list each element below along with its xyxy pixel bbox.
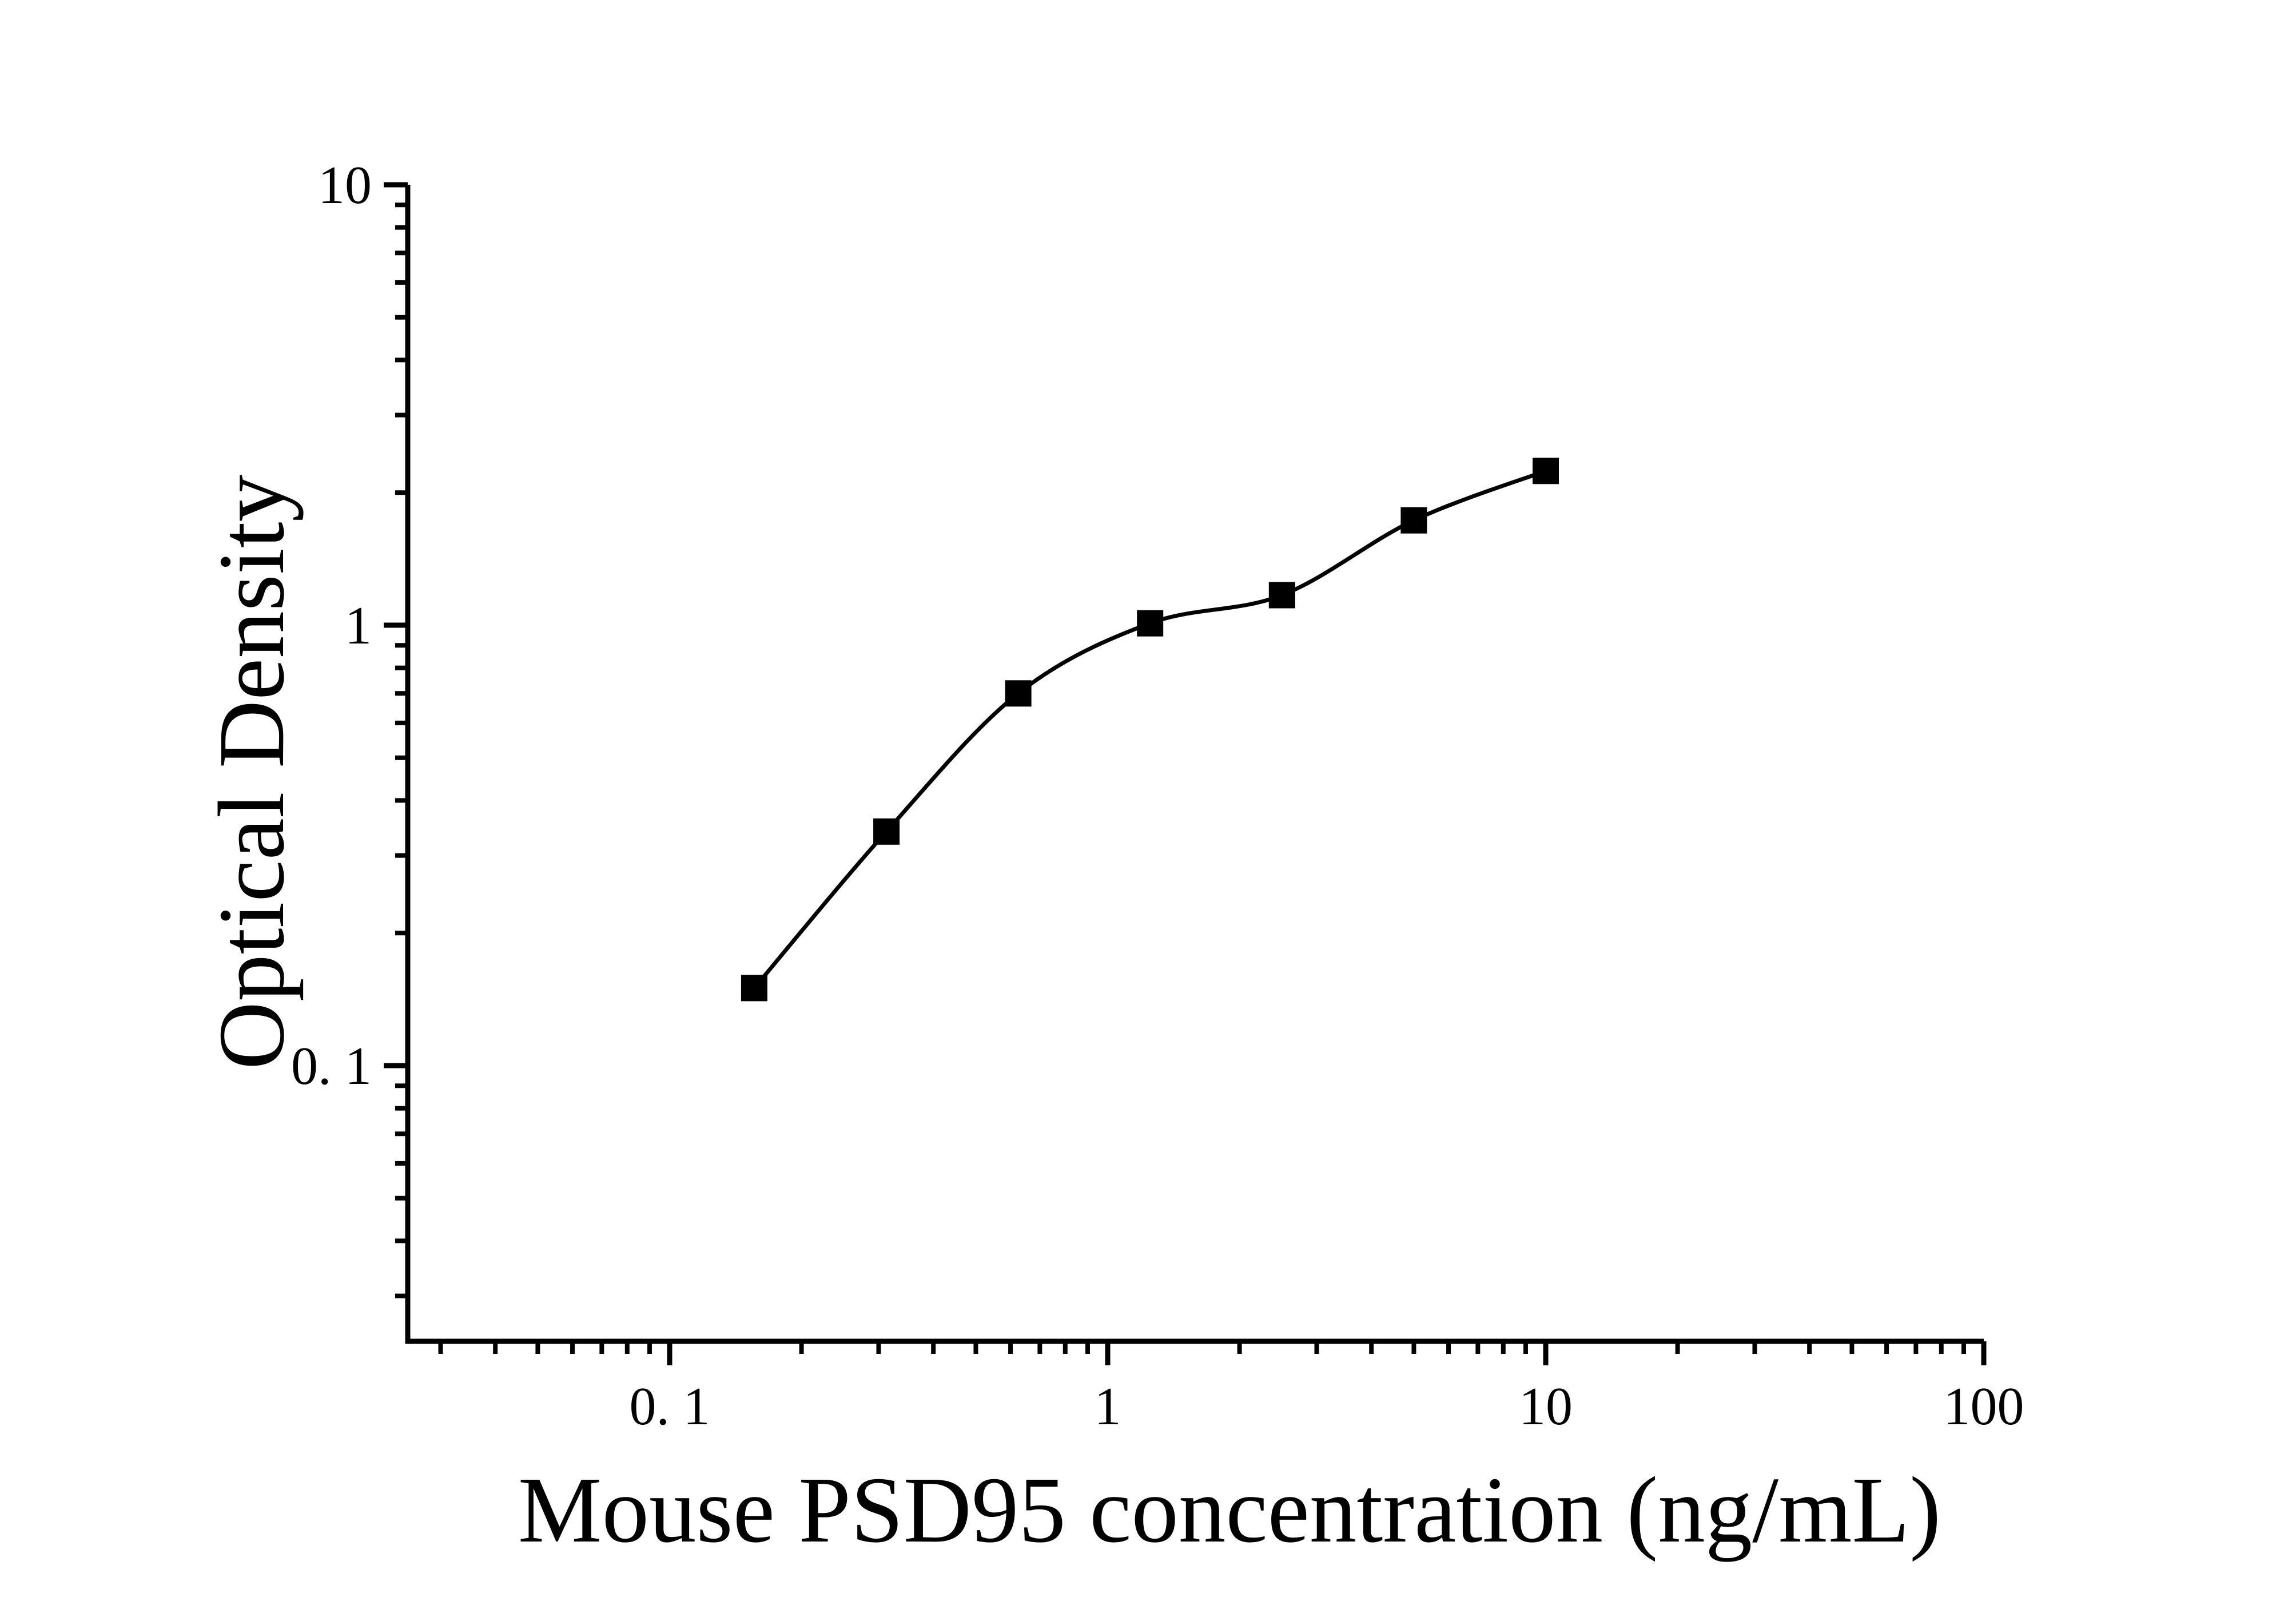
axis-spines — [405, 185, 1984, 1344]
y-axis-title: Optical Density — [199, 475, 304, 1070]
data-point-marker — [1137, 610, 1164, 637]
y-tick-label: 10 — [318, 156, 372, 215]
y-tick-label: 1 — [345, 596, 372, 655]
x-axis-title: Mouse PSD95 concentration (ng/mL) — [518, 1457, 1941, 1562]
x-tick-label: 1 — [1095, 1377, 1121, 1436]
data-point-marker — [1005, 680, 1032, 707]
data-point-marker — [1268, 582, 1295, 609]
y-tick-label: 0. 1 — [291, 1036, 372, 1096]
x-tick-label: 100 — [1944, 1377, 2024, 1436]
axes: 0. 1 1 10 100 0. 1 1 10 — [291, 156, 2024, 1436]
data-point-marker — [1400, 507, 1427, 534]
x-tick-label: 0. 1 — [630, 1377, 710, 1436]
data-point-marker — [741, 975, 767, 1002]
x-tick-label: 10 — [1519, 1377, 1573, 1436]
data-point-marker — [1533, 458, 1559, 484]
data-series — [741, 458, 1559, 1002]
data-point-marker — [873, 818, 900, 845]
fit-curve — [753, 469, 1547, 990]
